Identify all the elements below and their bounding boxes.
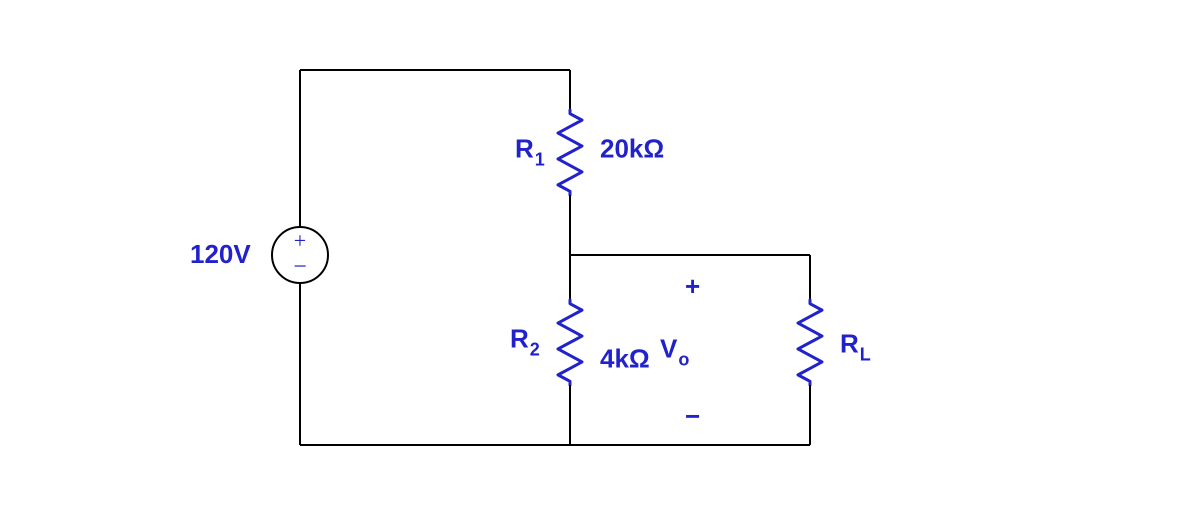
rl-label: RL bbox=[840, 329, 871, 365]
r1-value: 20kΩ bbox=[600, 134, 664, 164]
vo-minus: − bbox=[685, 401, 700, 431]
source-minus: − bbox=[293, 254, 307, 280]
r2-value: 4kΩ bbox=[600, 344, 650, 374]
circuit-diagram: +−120VR120kΩR24kΩRL+Vo− bbox=[0, 0, 1200, 524]
r1-label: R1 bbox=[515, 134, 545, 170]
vo-plus: + bbox=[685, 271, 700, 301]
source-label: 120V bbox=[190, 239, 251, 269]
source-plus: + bbox=[294, 228, 306, 253]
vo-label: Vo bbox=[660, 334, 689, 370]
r2-label: R2 bbox=[510, 324, 540, 360]
